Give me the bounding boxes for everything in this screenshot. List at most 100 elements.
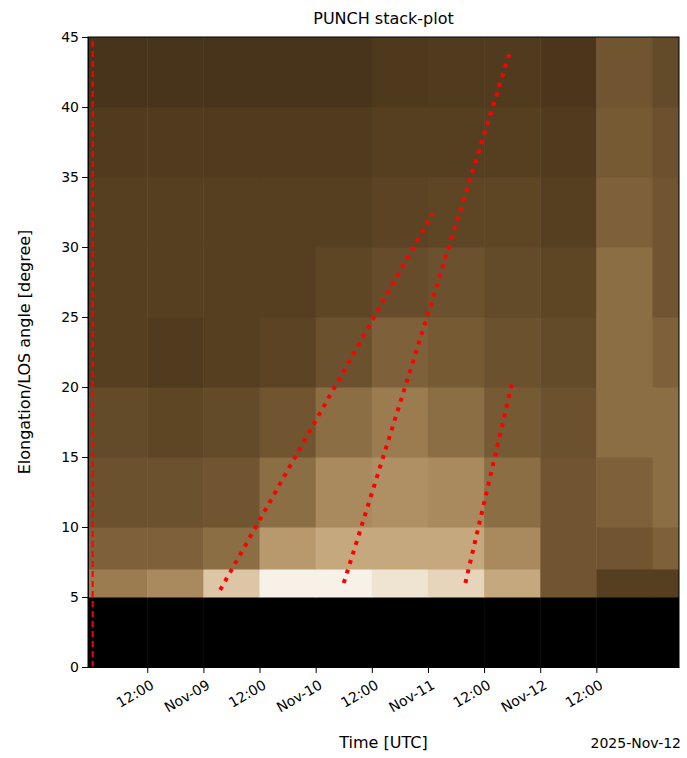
x-tick-label: 12:00 [113,677,156,711]
heatmap-cell [372,37,429,108]
heatmap-cell [652,247,679,318]
heatmap-cell [652,107,679,178]
heatmap-cell [372,527,429,570]
heatmap-cell [260,457,317,528]
x-tick-mark [260,667,261,673]
x-tick-mark [540,667,541,673]
plot-frame [88,37,679,667]
heatmap-cell [596,37,653,108]
x-tick: Nov-11 [386,667,437,715]
y-tick-mark [82,177,88,178]
y-tick-label: 45 [61,29,79,45]
heatmap-cell [540,597,597,667]
heatmap-cell [540,317,597,388]
x-tick: 12:00 [113,667,156,711]
heatmap-cell [428,177,485,248]
heatmap-cell [372,247,429,318]
heatmap-cell [260,597,317,667]
heatmap-cell [540,107,597,178]
y-tick: 30 [61,239,88,255]
x-tick-mark [428,667,429,673]
y-tick: 5 [70,589,88,605]
x-tick-mark [372,667,373,673]
heatmap-cell [596,317,653,388]
heatmap-cell [372,569,429,598]
y-tick-mark [82,317,88,318]
heatmap-cell [372,317,429,388]
heatmap-cell [260,317,317,388]
y-axis-title: Elongation/LOS angle [degree] [15,230,34,475]
x-tick-label: Nov-12 [498,677,549,716]
heatmap-cell [484,177,541,248]
x-tick: 12:00 [338,667,381,711]
x-offset-label: 2025-Nov-12 [591,735,682,751]
heatmap-cell [147,527,204,570]
x-tick: Nov-12 [498,667,549,715]
y-tick: 40 [61,99,88,115]
heatmap-cell [652,387,679,458]
heatmap-cell [596,527,653,570]
heatmap-cell [203,247,260,318]
heatmap-cell [147,387,204,458]
heatmap-cell [88,569,148,598]
heatmap-cell [484,569,541,598]
heatmap-cell [316,107,373,178]
heatmap-cell [203,527,260,570]
heatmap-cell [203,37,260,108]
heatmap-cell [372,177,429,248]
x-tick-label: 12:00 [450,677,493,711]
y-tick: 45 [61,29,88,45]
heatmap-cell [428,387,485,458]
heatmap-cell [596,569,653,598]
series-line [465,383,512,583]
heatmap-cell [88,387,148,458]
x-tick-label: 12:00 [338,677,381,711]
y-tick-label: 5 [70,589,79,605]
y-tick-mark [82,667,88,668]
y-tick-label: 15 [61,449,79,465]
heatmap-cell [88,527,148,570]
x-tick-label: 12:00 [563,677,606,711]
heatmap-cell [88,457,148,528]
heatmap-cell [428,597,485,667]
heatmap-cell [372,597,429,667]
heatmap-cell [203,387,260,458]
heatmap-cell [540,569,597,598]
heatmap-cell [652,457,679,528]
x-tick-mark [203,667,204,673]
heatmap-cell [652,527,679,570]
x-axis-line [89,667,680,668]
heatmap-cell [88,177,148,248]
y-tick-label: 20 [61,379,79,395]
heatmap-cell [316,177,373,248]
y-tick-mark [82,107,88,108]
heatmap-cell [260,37,317,108]
x-tick-label: Nov-09 [161,677,212,716]
heatmap-cell [316,597,373,667]
heatmap-cell [260,177,317,248]
heatmap-cell [203,317,260,388]
heatmap-cell [484,597,541,667]
y-axis: 051015202530354045 [61,29,88,675]
y-tick-label: 40 [61,99,79,115]
heatmap [88,37,679,667]
x-tick-label: Nov-11 [386,677,437,716]
heatmap-cell [596,387,653,458]
heatmap-cell [88,107,148,178]
y-tick: 35 [61,169,88,185]
heatmap-cell [316,387,373,458]
x-axis: 12:00Nov-0912:00Nov-1012:00Nov-1112:00No… [89,667,680,715]
heatmap-cell [260,527,317,570]
heatmap-cell [203,107,260,178]
y-tick-mark [82,37,88,38]
heatmap-cell [428,457,485,528]
heatmap-cell [484,527,541,570]
heatmap-cell [484,37,541,108]
heatmap-cell [484,457,541,528]
heatmap-cell [147,247,204,318]
heatmap-cell [147,569,204,598]
heatmap-cell [540,37,597,108]
x-tick-mark [147,667,148,673]
heatmap-cell [540,457,597,528]
x-tick-mark [596,667,597,673]
